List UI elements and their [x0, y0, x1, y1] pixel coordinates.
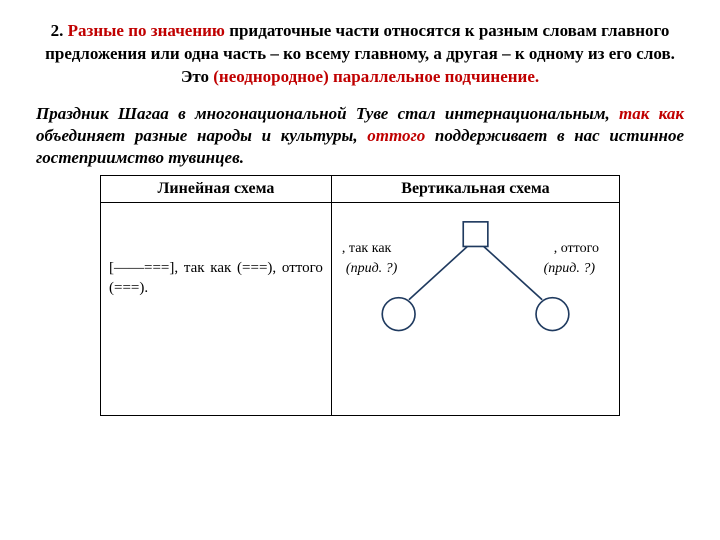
ex-r2: оттого: [367, 126, 425, 145]
edge-left: [409, 247, 467, 300]
sub-label-left: (прид. ?): [346, 261, 397, 277]
linear-cell: [——===], так как (===), оттого (===).: [101, 203, 332, 416]
main-clause-square: [463, 222, 488, 247]
edge-right: [484, 247, 542, 300]
heading-red1: Разные по значению: [68, 21, 225, 40]
heading-num: 2.: [51, 21, 64, 40]
heading-red2: (неоднородное) параллельное подчинение.: [213, 67, 539, 86]
vertical-cell: , так как , оттого (прид. ?) (прид. ?): [331, 203, 619, 416]
tree-diagram: [332, 203, 619, 415]
subordinate-left-circle: [382, 298, 415, 331]
edge-label-left: , так как: [342, 241, 391, 257]
ex-r1: так как: [619, 104, 684, 123]
sub-label-right: (прид. ?): [544, 261, 595, 277]
col-header-linear: Линейная схема: [101, 176, 332, 203]
schema-table: Линейная схема Вертикальная схема [——===…: [100, 175, 620, 416]
example-sentence: Праздник Шагаа в многонациональной Туве …: [36, 103, 684, 169]
subordinate-right-circle: [536, 298, 569, 331]
ex-p2: объединяет разные народы и культуры,: [36, 126, 367, 145]
ex-p1: Праздник Шагаа в многонациональной Туве …: [36, 104, 619, 123]
edge-label-right: , оттого: [554, 241, 599, 257]
heading: 2. Разные по значению придаточные части …: [36, 20, 684, 89]
linear-schema-text: [——===], так как (===), оттого (===).: [109, 258, 323, 299]
col-header-vertical: Вертикальная схема: [331, 176, 619, 203]
